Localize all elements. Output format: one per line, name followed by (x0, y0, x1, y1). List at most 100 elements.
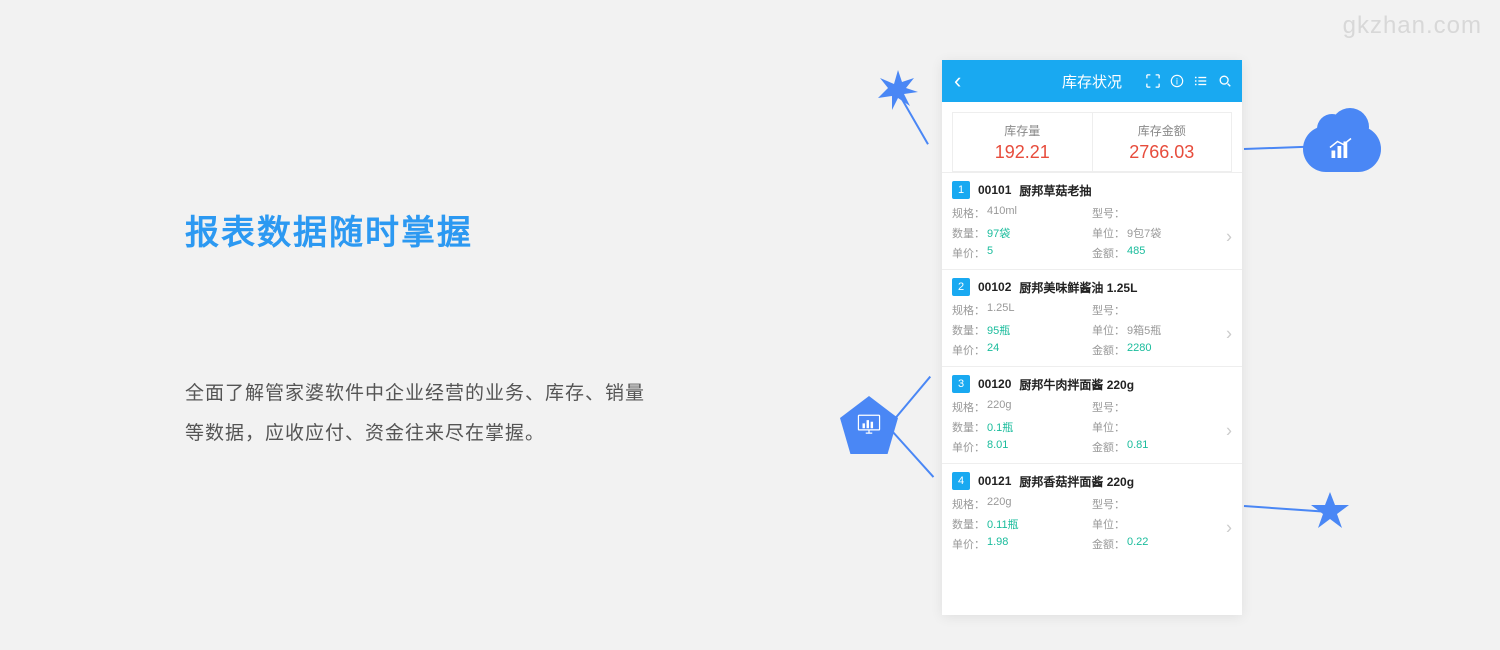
price-value: 1.98 (987, 536, 1008, 552)
amount-label: 金额： (1092, 342, 1125, 358)
price-label: 单价： (952, 342, 985, 358)
item-details: 规格：220g 型号： 数量：0.11瓶 单位： 单价：1.98 金额：0.22… (942, 496, 1242, 560)
amount-value: 0.22 (1127, 536, 1148, 552)
description: 全面了解管家婆软件中企业经营的业务、库存、销量等数据，应收应付、资金往来尽在掌握… (185, 374, 655, 454)
model-label: 型号： (1092, 205, 1125, 221)
qty-value: 0.1瓶 (987, 419, 1013, 435)
qty-label: 数量： (952, 419, 985, 435)
item-code: 00102 (978, 280, 1011, 294)
cloud-badge (1303, 116, 1381, 172)
qty-label: 数量： (952, 225, 985, 241)
star-icon (1310, 490, 1350, 530)
item-name: 厨邦草菇老抽 (1019, 182, 1091, 199)
connector-line (891, 430, 934, 477)
chevron-right-icon: › (1226, 421, 1232, 442)
unit-value: 9箱5瓶 (1127, 322, 1161, 338)
qty-label: 数量： (952, 516, 985, 532)
price-value: 5 (987, 245, 993, 261)
svg-text:i: i (1176, 77, 1178, 87)
search-icon[interactable] (1218, 74, 1232, 88)
price-label: 单价： (952, 439, 985, 455)
unit-value: 9包7袋 (1127, 225, 1161, 241)
pentagon-badge (840, 396, 898, 454)
item-index: 2 (952, 278, 970, 296)
item-name: 厨邦香菇拌面酱 220g (1019, 473, 1134, 490)
model-label: 型号： (1092, 496, 1125, 512)
chevron-right-icon: › (1226, 324, 1232, 345)
chart-icon (1327, 137, 1357, 161)
item-code: 00121 (978, 474, 1011, 488)
item-header: 4 00121 厨邦香菇拌面酱 220g (942, 464, 1242, 496)
unit-label: 单位： (1092, 516, 1125, 532)
spec-value: 410ml (987, 205, 1017, 221)
list-icon[interactable] (1194, 74, 1208, 88)
item-code: 00101 (978, 183, 1011, 197)
summary-stock-qty: 库存量 192.21 (953, 113, 1093, 171)
amount-value: 2280 (1127, 342, 1151, 358)
connector-line (892, 376, 931, 422)
amount-value: 485 (1127, 245, 1145, 261)
app-title: 库存状况 (1062, 71, 1122, 92)
burst-icon (878, 70, 918, 110)
spec-label: 规格： (952, 205, 985, 221)
item-code: 00120 (978, 377, 1011, 391)
page-title: 报表数据随时掌握 (185, 205, 655, 254)
price-label: 单价： (952, 245, 985, 261)
item-list: 1 00101 厨邦草菇老抽 规格：410ml 型号： 数量：97袋 单位：9包… (942, 172, 1242, 560)
item-name: 厨邦牛肉拌面酱 220g (1019, 376, 1134, 393)
summary-value: 2766.03 (1093, 142, 1232, 163)
spec-value: 1.25L (987, 302, 1015, 318)
spec-label: 规格： (952, 302, 985, 318)
model-label: 型号： (1092, 302, 1125, 318)
scan-icon[interactable] (1146, 74, 1160, 88)
spec-value: 220g (987, 399, 1011, 415)
price-label: 单价： (952, 536, 985, 552)
summary-value: 192.21 (953, 142, 1092, 163)
amount-label: 金额： (1092, 439, 1125, 455)
model-label: 型号： (1092, 399, 1125, 415)
watermark-text: gkzhan.com (1343, 12, 1482, 40)
spec-label: 规格： (952, 496, 985, 512)
item-details: 规格：220g 型号： 数量：0.1瓶 单位： 单价：8.01 金额：0.81 … (942, 399, 1242, 463)
spec-label: 规格： (952, 399, 985, 415)
summary-stock-amount: 库存金额 2766.03 (1093, 113, 1232, 171)
text-block: 报表数据随时掌握 全面了解管家婆软件中企业经营的业务、库存、销量等数据，应收应付… (185, 205, 655, 454)
summary-label: 库存量 (953, 122, 1092, 139)
item-index: 1 (952, 181, 970, 199)
unit-label: 单位： (1092, 225, 1125, 241)
item-header: 3 00120 厨邦牛肉拌面酱 220g (942, 367, 1242, 399)
chevron-right-icon: › (1226, 518, 1232, 539)
back-button[interactable]: ‹ (942, 68, 973, 94)
header-actions: i (1146, 74, 1242, 88)
qty-value: 0.11瓶 (987, 516, 1019, 532)
unit-label: 单位： (1092, 322, 1125, 338)
item-index: 3 (952, 375, 970, 393)
amount-label: 金额： (1092, 245, 1125, 261)
qty-value: 97袋 (987, 225, 1010, 241)
qty-label: 数量： (952, 322, 985, 338)
info-icon[interactable]: i (1170, 74, 1184, 88)
spec-value: 220g (987, 496, 1011, 512)
inventory-item[interactable]: 1 00101 厨邦草菇老抽 规格：410ml 型号： 数量：97袋 单位：9包… (942, 172, 1242, 269)
summary-label: 库存金额 (1093, 122, 1232, 139)
chevron-right-icon: › (1226, 227, 1232, 248)
price-value: 24 (987, 342, 999, 358)
item-header: 2 00102 厨邦美味鲜酱油 1.25L (942, 270, 1242, 302)
item-name: 厨邦美味鲜酱油 1.25L (1019, 279, 1137, 296)
inventory-item[interactable]: 3 00120 厨邦牛肉拌面酱 220g 规格：220g 型号： 数量：0.1瓶… (942, 366, 1242, 463)
item-details: 规格：410ml 型号： 数量：97袋 单位：9包7袋 单价：5 金额：485 … (942, 205, 1242, 269)
app-header: ‹ 库存状况 i (942, 60, 1242, 102)
amount-value: 0.81 (1127, 439, 1148, 455)
item-details: 规格：1.25L 型号： 数量：95瓶 单位：9箱5瓶 单价：24 金额：228… (942, 302, 1242, 366)
monitor-chart-icon (856, 412, 882, 438)
phone-mockup: ‹ 库存状况 i 库存量 192.21 库存金额 2766.03 1 00101… (942, 60, 1242, 615)
summary-row: 库存量 192.21 库存金额 2766.03 (952, 112, 1232, 172)
amount-label: 金额： (1092, 536, 1125, 552)
item-index: 4 (952, 472, 970, 490)
inventory-item[interactable]: 4 00121 厨邦香菇拌面酱 220g 规格：220g 型号： 数量：0.11… (942, 463, 1242, 560)
item-header: 1 00101 厨邦草菇老抽 (942, 173, 1242, 205)
unit-label: 单位： (1092, 419, 1125, 435)
price-value: 8.01 (987, 439, 1008, 455)
qty-value: 95瓶 (987, 322, 1010, 338)
inventory-item[interactable]: 2 00102 厨邦美味鲜酱油 1.25L 规格：1.25L 型号： 数量：95… (942, 269, 1242, 366)
